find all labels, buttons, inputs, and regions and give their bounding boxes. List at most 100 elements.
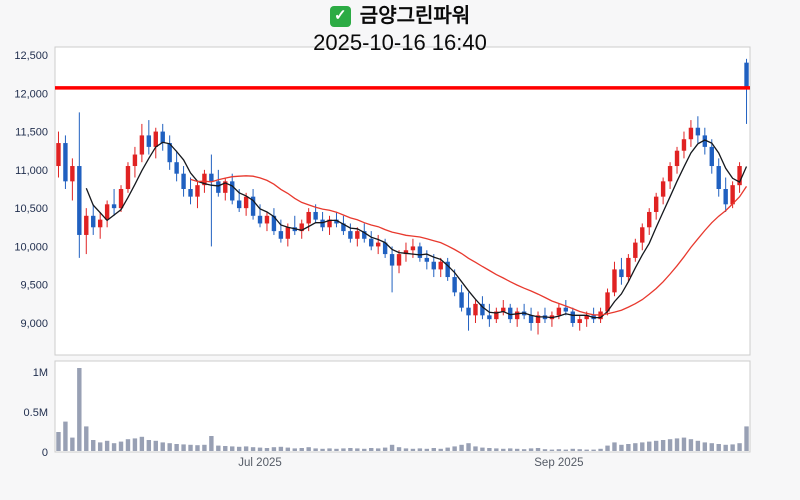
candle-body <box>445 261 450 278</box>
candle-body <box>250 196 256 216</box>
price-axis-label: 12,500 <box>14 50 48 62</box>
volume-bar <box>612 442 617 451</box>
volume-bar <box>487 448 492 451</box>
candle-body <box>97 219 103 228</box>
candle-body <box>619 269 624 278</box>
candle-body <box>153 131 158 147</box>
volume-bar <box>132 438 138 451</box>
candle-body <box>167 143 172 163</box>
candle-body <box>459 292 464 308</box>
volume-bar <box>598 448 603 451</box>
candle-body <box>257 215 263 224</box>
x-axis-label: Sep 2025 <box>534 457 583 469</box>
candle-body <box>563 307 569 312</box>
candle-body <box>104 204 110 220</box>
price-axis-label: 9,500 <box>20 280 48 292</box>
candle-body <box>508 307 513 320</box>
volume-bar <box>334 448 339 451</box>
candle-body <box>369 238 374 247</box>
candle-body <box>424 257 430 262</box>
volume-bar <box>271 447 277 451</box>
volume-bar <box>473 446 478 451</box>
candle-body <box>480 303 485 316</box>
candle-body <box>403 250 409 255</box>
volume-bar <box>403 448 409 451</box>
volume-bar <box>236 446 242 451</box>
volume-bar <box>702 442 708 451</box>
volume-bar <box>63 421 68 451</box>
volume-bar <box>223 446 228 451</box>
candle-body <box>63 143 68 182</box>
volume-bar <box>640 442 645 451</box>
candle-body <box>695 127 701 136</box>
candle-body <box>181 173 186 189</box>
volume-bar <box>459 444 464 451</box>
volume-bar <box>299 448 304 451</box>
volume-bar <box>327 448 332 451</box>
volume-bar <box>264 448 270 451</box>
price-axis-label: 9,000 <box>20 318 48 330</box>
volume-bar <box>285 447 291 451</box>
price-axis-label: 10,000 <box>14 241 48 253</box>
volume-bar <box>688 439 694 451</box>
volume-bar <box>730 444 735 451</box>
volume-bar <box>633 443 638 451</box>
candle-body <box>487 315 492 320</box>
volume-bar <box>216 445 221 451</box>
volume-bar <box>452 446 457 451</box>
candle-body <box>202 173 207 186</box>
volume-bar <box>619 444 624 451</box>
volume-bar <box>348 448 353 451</box>
volume-bar <box>292 448 297 451</box>
candle-body <box>230 181 235 201</box>
volume-bar <box>737 443 742 451</box>
volume-bar <box>466 443 471 451</box>
volume-bar <box>563 449 569 451</box>
volume-bar <box>417 448 423 451</box>
ma20-line <box>190 175 748 316</box>
volume-panel <box>54 360 751 453</box>
volume-bar <box>77 368 82 451</box>
volume-bar <box>521 449 527 451</box>
candle-body <box>174 162 179 174</box>
candle-body <box>334 219 339 224</box>
volume-bar <box>369 448 374 451</box>
volume-bar <box>674 438 680 451</box>
candle-body <box>382 242 388 255</box>
volume-bar <box>125 439 131 451</box>
volume-bar <box>647 441 652 451</box>
volume-bar <box>355 448 360 451</box>
candle-body <box>653 196 659 212</box>
volume-bar <box>528 448 534 451</box>
volume-bar <box>375 448 381 451</box>
volume-bar <box>396 447 402 451</box>
price-axis-label: 10,500 <box>14 203 48 215</box>
x-axis-label: Jul 2025 <box>238 457 281 469</box>
candle-body <box>362 231 367 239</box>
volume-bar <box>744 426 749 451</box>
candle-body <box>584 315 589 320</box>
volume-bar <box>438 448 443 451</box>
volume-bar <box>104 440 110 451</box>
candle-body <box>70 166 75 182</box>
candle-body <box>723 189 728 205</box>
volume-bar <box>188 444 193 451</box>
candle-body <box>633 242 638 258</box>
candle-body <box>243 196 249 209</box>
volume-bar <box>695 440 701 451</box>
candle-body <box>375 242 381 247</box>
volume-bar <box>716 444 721 451</box>
candle-body <box>716 166 721 189</box>
volume-bar <box>139 436 145 451</box>
volume-bar <box>209 436 214 451</box>
volume-bar <box>480 447 485 451</box>
candle-body <box>452 277 457 293</box>
volume-bar <box>153 440 158 451</box>
stock-chart-svg: 12,500 12,000 11,500 11,000 10,500 10,000 9,50… <box>14 46 751 469</box>
candle-body <box>313 211 318 220</box>
volume-bar <box>445 447 450 451</box>
candle-body <box>84 215 89 235</box>
candle-body <box>91 215 96 228</box>
candle-body <box>223 181 228 193</box>
candle-body <box>56 143 61 167</box>
